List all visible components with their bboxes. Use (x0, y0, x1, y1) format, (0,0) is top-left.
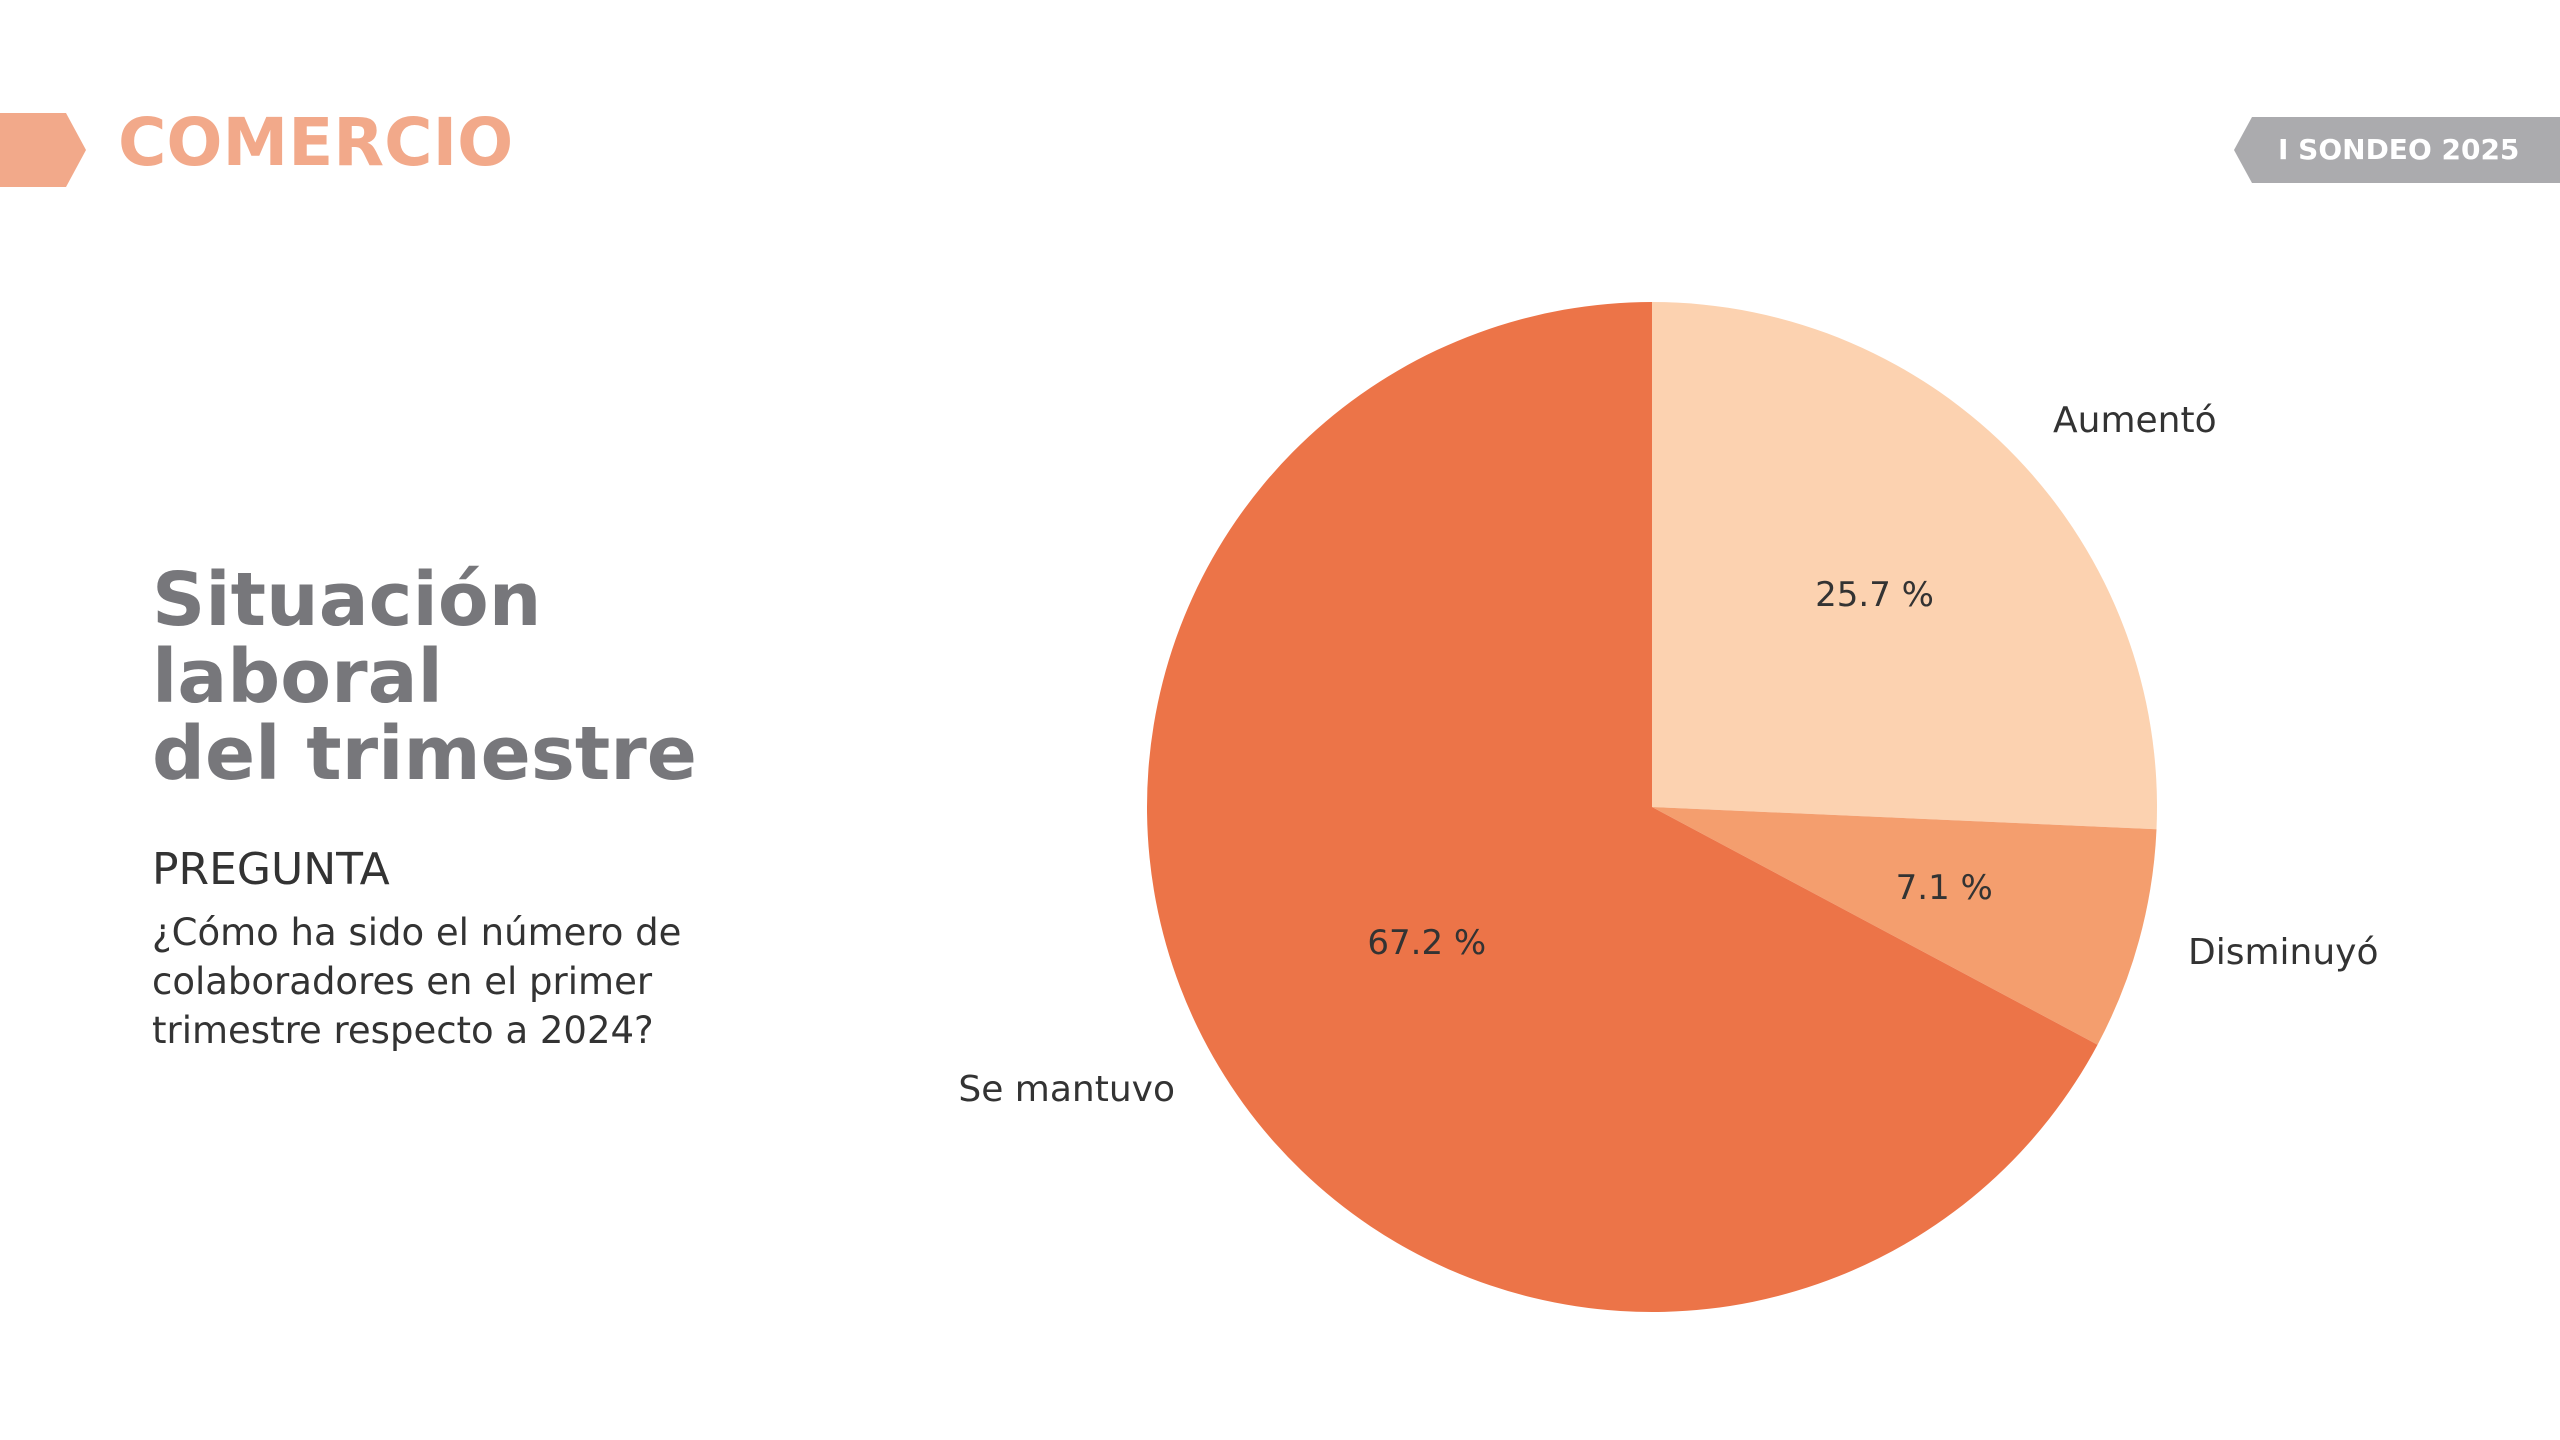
page-title: Situación laboral del trimestre (152, 562, 752, 793)
question-label: PREGUNTA (152, 844, 390, 895)
slice-value-label: 25.7 % (1815, 575, 1934, 615)
slice-category-label: Aumentó (2053, 400, 2217, 441)
question-line: ¿Cómo ha sido el número de (152, 911, 682, 954)
page-title-line: Situación (152, 557, 542, 643)
slice-value-label: 67.2 % (1367, 923, 1486, 963)
page-title-line: laboral (152, 634, 443, 720)
section-title: COMERCIO (118, 104, 514, 181)
survey-badge: I SONDEO 2025 (2234, 117, 2560, 183)
pie-slice-2 (1147, 302, 2098, 1312)
slice-category-label: Se mantuvo (958, 1069, 1175, 1110)
question-line: colaboradores en el primer (152, 960, 653, 1003)
slice-value-label: 7.1 % (1896, 868, 1993, 908)
section-tag-shape (0, 113, 86, 187)
page-title-line: del trimestre (152, 711, 697, 797)
pie-slice-0 (1652, 302, 2157, 830)
question-line: trimestre respecto a 2024? (152, 1009, 654, 1052)
question-text: ¿Cómo ha sido el número de colaboradores… (152, 908, 792, 1055)
survey-badge-shape (2234, 117, 2560, 183)
survey-badge-label: I SONDEO 2025 (2278, 133, 2520, 166)
pie-slice-1 (1652, 807, 2157, 1045)
slice-category-label: Disminuyó (2188, 932, 2379, 973)
